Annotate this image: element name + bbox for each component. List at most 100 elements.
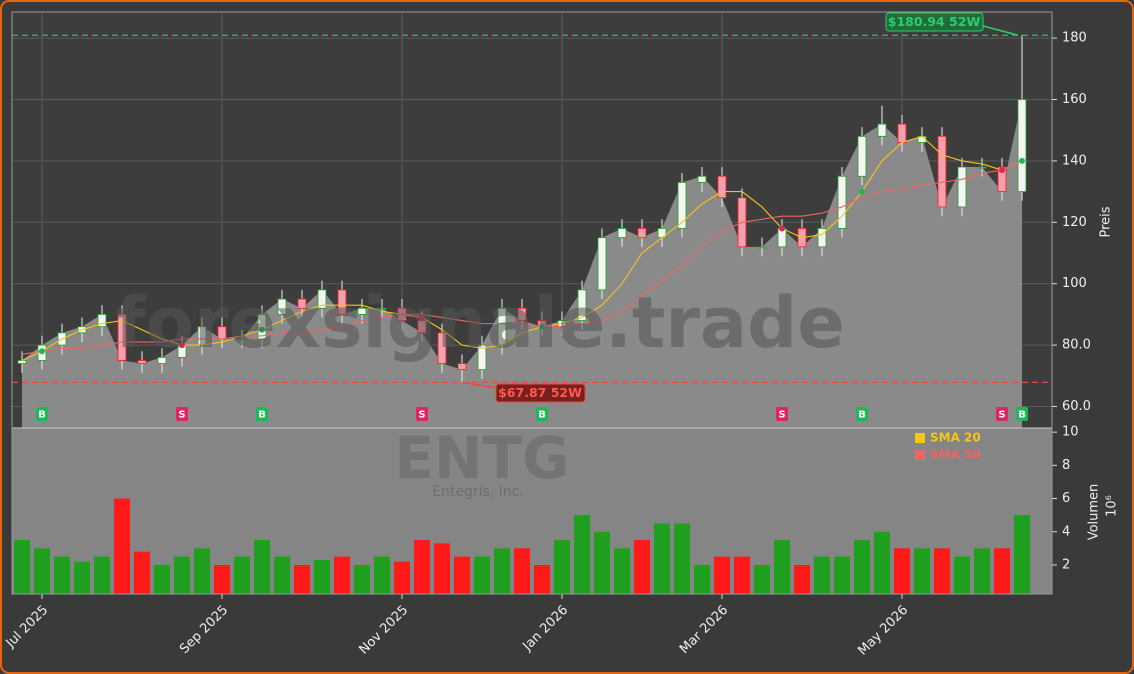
- volume-bar: [974, 548, 990, 594]
- candle-body: [237, 338, 247, 341]
- volume-bar: [1014, 515, 1030, 594]
- y-axis-label: Volumen: [1087, 484, 1102, 541]
- candle-body: [377, 307, 387, 310]
- y-axis-unit: 10⁶: [1105, 495, 1120, 517]
- candle-body: [857, 135, 867, 177]
- volume-bar: [374, 556, 390, 594]
- signal-label: S: [178, 410, 185, 421]
- signal-label: B: [1018, 410, 1026, 421]
- level-arrow: [461, 381, 497, 389]
- volume-bar: [574, 515, 590, 594]
- volume-bar: [434, 543, 450, 594]
- candle-body: [977, 166, 987, 169]
- volume-bar: [814, 556, 830, 594]
- level-label: $67.87 52W: [498, 385, 582, 400]
- candle-body: [937, 135, 947, 208]
- volume-bar: [14, 540, 30, 594]
- volume-bar: [454, 556, 470, 594]
- candle-body: [877, 123, 887, 137]
- volume-bar: [114, 498, 130, 594]
- volume-bar: [734, 556, 750, 594]
- volume-bar: [514, 548, 530, 594]
- candle-body: [457, 363, 467, 371]
- candle-body: [357, 307, 367, 315]
- candle-body: [337, 289, 347, 315]
- volume-bar: [654, 523, 670, 594]
- volume-bar: [314, 559, 330, 594]
- y-tick-label: 60.0: [1062, 399, 1091, 414]
- close-area: [22, 99, 1022, 428]
- watermark-subtitle: Entegris, Inc.: [432, 484, 524, 500]
- volume-bar: [914, 548, 930, 594]
- volume-bar: [274, 556, 290, 594]
- volume-bar: [594, 531, 610, 594]
- candle-body: [597, 237, 607, 291]
- signal-badge: [1016, 407, 1028, 421]
- sma-line: [21, 160, 1023, 355]
- signal-label: B: [38, 410, 46, 421]
- candle-body: [637, 228, 647, 239]
- signal-badge: [536, 407, 548, 421]
- candle-body: [477, 344, 487, 371]
- watermark: forexsignale.trade: [115, 282, 844, 364]
- signal-dot: [419, 314, 425, 321]
- signal-label: B: [258, 410, 266, 421]
- level-badge: [885, 12, 984, 32]
- volume-bar: [254, 540, 270, 594]
- candle-body: [1017, 99, 1027, 193]
- y-tick-label: 2: [1062, 557, 1070, 572]
- candle-body: [137, 360, 147, 364]
- candle-body: [17, 360, 27, 364]
- volume-bar: [794, 564, 810, 594]
- level-arrow: [982, 25, 1019, 36]
- volume-bar: [874, 531, 890, 594]
- volume-bar: [714, 556, 730, 594]
- volume-bar: [134, 551, 150, 594]
- candle-body: [517, 307, 527, 321]
- sma-line: [21, 135, 1023, 361]
- y-tick-label: 120: [1062, 215, 1087, 230]
- level-badge: [495, 383, 586, 403]
- candle-body: [417, 320, 427, 334]
- volume-bar: [214, 564, 230, 594]
- candle-body: [617, 228, 627, 239]
- volume-bar: [234, 556, 250, 594]
- watermark: ENTG: [394, 424, 569, 492]
- signal-label: B: [858, 410, 866, 421]
- candle-body: [297, 298, 307, 309]
- volume-bar: [934, 548, 950, 594]
- signal-dot: [859, 188, 865, 195]
- legend-label: SMA 20: [930, 431, 981, 445]
- volume-bar: [534, 564, 550, 594]
- signal-dot: [259, 326, 265, 333]
- volume-bar: [834, 556, 850, 594]
- y-tick-label: 4: [1062, 524, 1070, 539]
- candle-body: [437, 332, 447, 364]
- y-tick-label: 160: [1062, 92, 1087, 107]
- volume-bar: [294, 564, 310, 594]
- y-tick-label: 180: [1062, 31, 1087, 46]
- candle-body: [897, 123, 907, 143]
- candle-body: [757, 246, 767, 249]
- signal-label: S: [998, 410, 1005, 421]
- signal-badge: [176, 407, 188, 421]
- y-tick-label: 140: [1062, 153, 1087, 168]
- y-tick-label: 8: [1062, 458, 1070, 473]
- signal-badge: [996, 407, 1008, 421]
- y-tick-label: 10: [1062, 425, 1079, 440]
- candle-body: [317, 289, 327, 309]
- candle-body: [577, 289, 587, 321]
- candle-body: [257, 314, 267, 340]
- signal-label: S: [778, 410, 785, 421]
- volume-bar: [994, 548, 1010, 594]
- y-axis-label: Preis: [1099, 206, 1114, 237]
- legend-label: SMA 50: [930, 448, 981, 462]
- candle-body: [277, 298, 287, 315]
- marks: [12, 34, 1052, 594]
- candle-body: [97, 314, 107, 328]
- volume-bar: [414, 540, 430, 594]
- candle-body: [657, 228, 667, 239]
- volume-bar: [954, 556, 970, 594]
